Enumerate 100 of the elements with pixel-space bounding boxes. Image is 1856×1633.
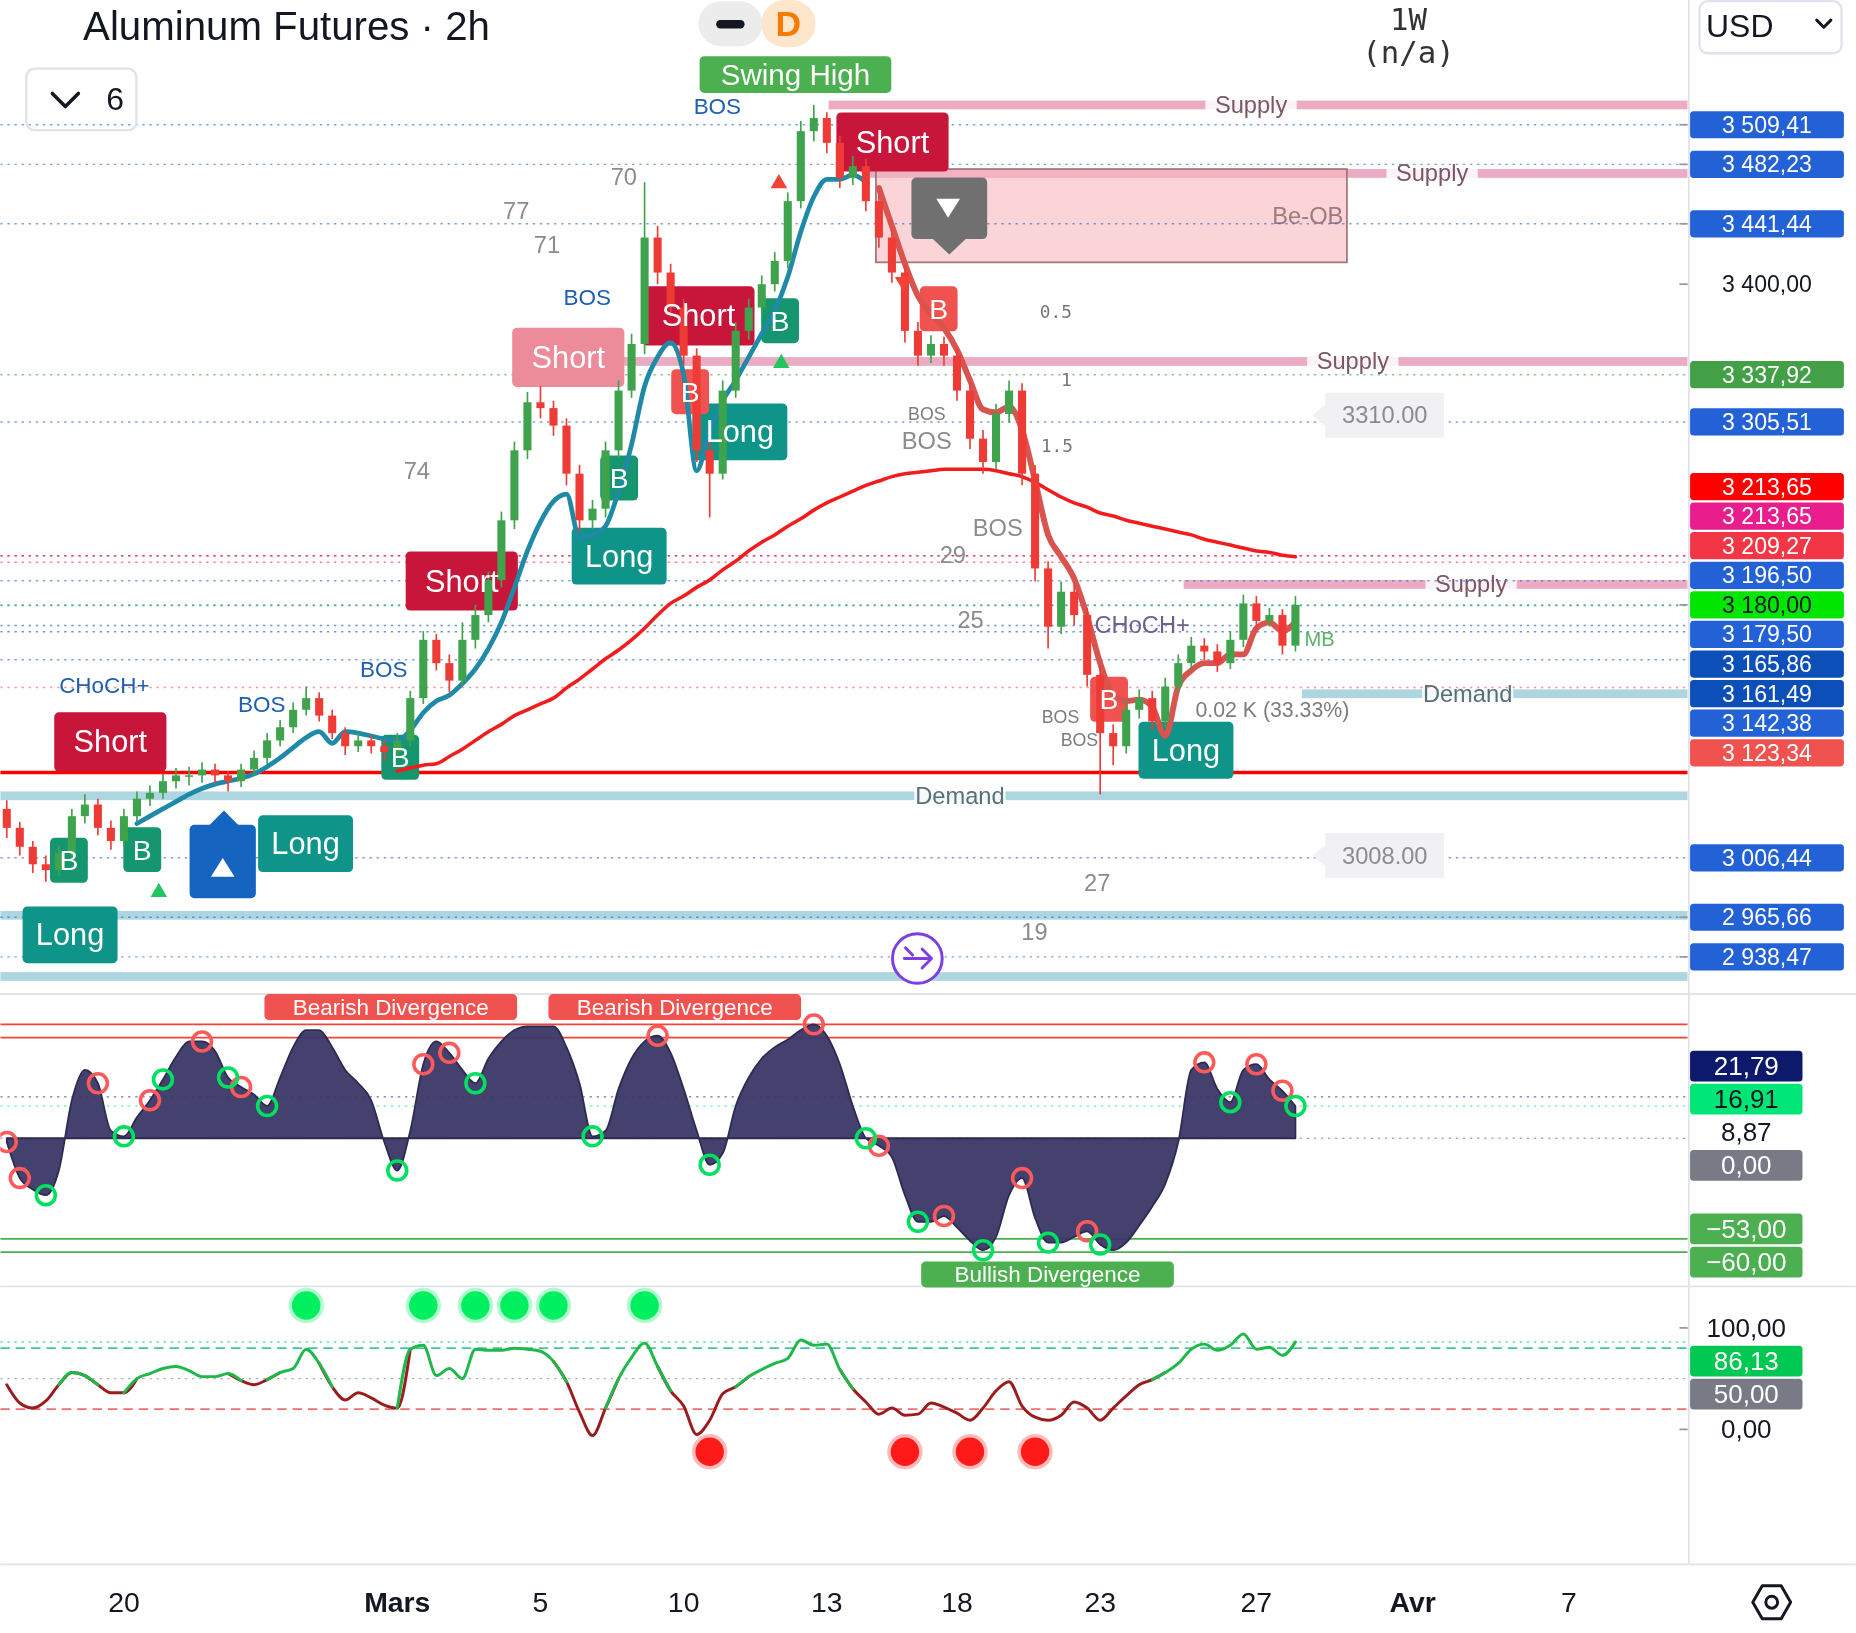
annotation: Short	[73, 724, 148, 760]
candlestick	[302, 685, 311, 717]
candlestick	[1135, 688, 1144, 720]
point	[1284, 1094, 1307, 1118]
annotation: Long	[584, 538, 654, 574]
candlestick	[1187, 636, 1196, 672]
annotation: BOS	[693, 94, 742, 119]
ref-line-label: 3 209,27	[1722, 532, 1812, 559]
annotation: 29	[939, 541, 967, 568]
x-tick-label: 5	[532, 1586, 549, 1619]
candlestick	[809, 104, 818, 143]
candlestick	[432, 633, 441, 672]
point	[464, 1071, 487, 1095]
band-label: Be-OB	[1272, 202, 1344, 229]
annotation: BOS	[238, 691, 286, 717]
annotation: Short	[661, 298, 736, 334]
annotation: Short	[855, 124, 930, 160]
annotation: B	[929, 292, 949, 325]
candlestick	[1174, 653, 1183, 694]
candlestick	[926, 334, 935, 364]
x-tick-label: Mars	[364, 1586, 431, 1619]
annotation: Long	[35, 917, 105, 953]
candlestick	[132, 790, 141, 823]
x-tick-label: 18	[941, 1586, 973, 1619]
annotation: 0.5	[1039, 302, 1072, 323]
ref-line-label: 86,13	[1713, 1346, 1779, 1377]
y-tick-label: 3 180,00	[1722, 591, 1812, 618]
candlestick	[224, 770, 233, 793]
annotation: 25	[957, 607, 984, 634]
ref-line-label: 3 006,44	[1722, 844, 1813, 871]
ref-line-label: 21,79	[1713, 1051, 1779, 1082]
point	[854, 1127, 878, 1150]
candlestick	[1252, 595, 1261, 631]
chart-title: Aluminum Futures · 2h	[83, 3, 490, 49]
point	[151, 1068, 175, 1091]
candlestick	[171, 767, 181, 790]
point	[932, 1204, 956, 1228]
candlestick	[770, 251, 779, 293]
y-tick-label: 3 441,44	[1722, 210, 1813, 237]
candlestick	[276, 719, 285, 748]
band-label: Supply	[1434, 571, 1508, 598]
point	[1036, 1231, 1060, 1254]
annotation: 1.5	[1040, 436, 1074, 457]
annotation: B	[59, 844, 79, 877]
point	[412, 1052, 435, 1076]
annotation: 74	[403, 457, 430, 484]
candlestick	[289, 701, 298, 734]
candlestick	[237, 762, 246, 788]
annotation: B	[609, 462, 629, 495]
annotation: 3310.00	[1342, 402, 1428, 429]
x-tick-label: 13	[811, 1586, 843, 1619]
candlestick	[367, 733, 376, 755]
candlestick	[263, 732, 272, 765]
point	[1010, 1166, 1034, 1190]
annotation: BOS	[901, 428, 952, 455]
candlestick	[848, 155, 857, 186]
point	[698, 1153, 721, 1177]
annotation: 71	[533, 231, 561, 258]
candlestick	[41, 854, 50, 883]
candlestick	[1005, 379, 1014, 424]
ref-line-label: 3 142,38	[1722, 710, 1812, 737]
annotation: BOS	[563, 284, 611, 310]
ref-line-label: 3 179,50	[1722, 621, 1812, 648]
candlestick	[328, 708, 337, 740]
band-label: Supply	[1316, 348, 1390, 375]
ref-line-label: 3 161,49	[1722, 680, 1812, 707]
point	[34, 1183, 58, 1207]
band-label: Supply	[1395, 160, 1469, 187]
annotation: Long	[1151, 732, 1221, 768]
annotation: MB	[1304, 628, 1335, 650]
y-tick-label: 0,00	[1720, 1414, 1772, 1445]
annotation: (n/a)	[1362, 34, 1455, 71]
x-tick-label: 7	[1560, 1586, 1577, 1619]
y-tick-label: 100,00	[1706, 1312, 1787, 1343]
x-tick-label: 10	[667, 1586, 700, 1619]
point	[802, 1013, 826, 1036]
x-tick-label: Avr	[1389, 1586, 1436, 1619]
x-tick-label: 20	[108, 1586, 140, 1619]
ref-line-label: 3 213,65	[1722, 503, 1812, 530]
annotation: Short	[531, 339, 606, 375]
candlestick	[1213, 643, 1222, 673]
annotation: 1W	[1389, 0, 1428, 37]
annotation: B	[770, 304, 790, 337]
x-tick-label: 23	[1084, 1586, 1116, 1619]
point	[216, 1066, 240, 1089]
annotation: Bearish Divergence	[292, 994, 489, 1020]
annotation: 70	[610, 164, 638, 191]
point	[438, 1041, 461, 1065]
text: 8,87	[1720, 1117, 1772, 1148]
ref-line-label: 3 337,92	[1722, 361, 1812, 388]
annotation: Long	[705, 414, 775, 450]
candlestick	[145, 784, 154, 807]
candlestick	[757, 274, 766, 316]
ref-line-label: 16,91	[1713, 1084, 1779, 1115]
candlestick	[978, 429, 988, 475]
candlestick	[549, 399, 558, 437]
y-tick-label: 3 482,23	[1722, 151, 1812, 178]
candlestick	[744, 297, 753, 341]
band-label: Supply	[1214, 91, 1288, 118]
point	[1193, 1051, 1216, 1074]
